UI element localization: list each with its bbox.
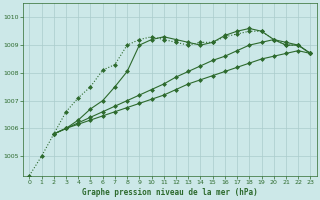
X-axis label: Graphe pression niveau de la mer (hPa): Graphe pression niveau de la mer (hPa)	[82, 188, 258, 197]
